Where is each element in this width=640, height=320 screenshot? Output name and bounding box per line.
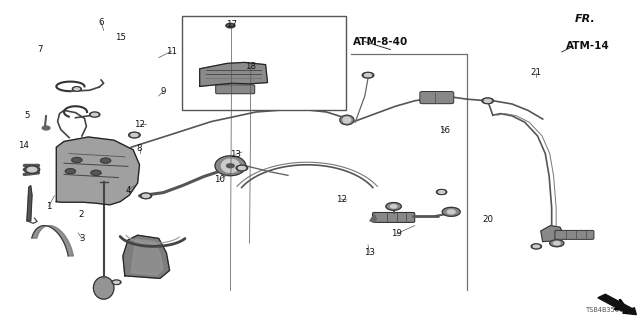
FancyBboxPatch shape xyxy=(372,212,415,222)
Text: 11: 11 xyxy=(166,47,177,56)
Ellipse shape xyxy=(340,115,354,125)
Text: 2: 2 xyxy=(79,210,84,219)
Circle shape xyxy=(226,23,235,28)
Text: 8: 8 xyxy=(137,144,142,153)
Text: 4: 4 xyxy=(125,186,131,195)
Polygon shape xyxy=(56,137,140,205)
Text: 5: 5 xyxy=(24,111,29,120)
Text: 14: 14 xyxy=(18,141,29,150)
Circle shape xyxy=(112,280,121,284)
Text: TSB4B3500D: TSB4B3500D xyxy=(586,307,628,313)
Text: 19: 19 xyxy=(392,229,402,238)
Ellipse shape xyxy=(215,156,246,176)
Ellipse shape xyxy=(343,117,351,123)
Circle shape xyxy=(91,170,101,175)
Ellipse shape xyxy=(221,159,239,172)
Circle shape xyxy=(140,193,152,199)
FancyBboxPatch shape xyxy=(216,85,255,94)
Text: 6: 6 xyxy=(99,18,104,27)
Circle shape xyxy=(114,281,119,284)
FancyArrow shape xyxy=(598,294,636,315)
Polygon shape xyxy=(27,186,32,221)
Text: ATM-14: ATM-14 xyxy=(566,41,609,52)
Circle shape xyxy=(28,167,36,172)
Text: 1: 1 xyxy=(46,202,51,211)
Circle shape xyxy=(484,99,491,102)
Text: FR.: FR. xyxy=(575,13,595,24)
Circle shape xyxy=(42,126,50,130)
Polygon shape xyxy=(370,214,376,222)
Polygon shape xyxy=(131,239,163,275)
Text: 13: 13 xyxy=(230,150,241,159)
Circle shape xyxy=(386,203,401,210)
Circle shape xyxy=(531,244,541,249)
Circle shape xyxy=(74,88,79,90)
Circle shape xyxy=(533,245,540,248)
Text: 12: 12 xyxy=(134,120,145,129)
Circle shape xyxy=(442,207,460,216)
Circle shape xyxy=(365,74,371,77)
Text: 16: 16 xyxy=(439,126,451,135)
Polygon shape xyxy=(200,62,268,86)
Text: 9: 9 xyxy=(161,87,166,96)
Circle shape xyxy=(90,112,100,117)
Text: 12: 12 xyxy=(335,195,347,204)
Circle shape xyxy=(143,194,149,197)
Circle shape xyxy=(131,133,138,137)
Text: 13: 13 xyxy=(364,248,375,257)
Circle shape xyxy=(65,169,76,174)
Circle shape xyxy=(550,240,564,247)
Circle shape xyxy=(436,189,447,195)
Circle shape xyxy=(554,242,560,245)
Polygon shape xyxy=(93,277,114,299)
Text: ATM-8-40: ATM-8-40 xyxy=(353,36,408,47)
Circle shape xyxy=(100,158,111,163)
Circle shape xyxy=(362,72,374,78)
Circle shape xyxy=(24,166,40,173)
Circle shape xyxy=(72,87,81,91)
Text: 20: 20 xyxy=(482,215,493,224)
Text: 3: 3 xyxy=(79,234,84,243)
Text: 7: 7 xyxy=(37,45,42,54)
Polygon shape xyxy=(123,235,170,278)
Circle shape xyxy=(239,166,245,170)
FancyBboxPatch shape xyxy=(182,16,346,110)
Circle shape xyxy=(236,165,248,171)
Text: 21: 21 xyxy=(531,68,542,77)
Polygon shape xyxy=(541,226,563,242)
Circle shape xyxy=(390,205,397,208)
FancyBboxPatch shape xyxy=(420,92,454,104)
Text: 10: 10 xyxy=(214,175,225,184)
Circle shape xyxy=(447,210,455,214)
Circle shape xyxy=(482,98,493,104)
Text: 15: 15 xyxy=(115,33,126,42)
FancyBboxPatch shape xyxy=(555,230,594,239)
Circle shape xyxy=(438,190,445,194)
Circle shape xyxy=(129,132,140,138)
Text: 17: 17 xyxy=(226,20,237,28)
Circle shape xyxy=(227,164,234,168)
Polygon shape xyxy=(32,226,74,256)
Text: 18: 18 xyxy=(245,62,257,71)
Circle shape xyxy=(92,113,98,116)
Circle shape xyxy=(72,157,82,163)
